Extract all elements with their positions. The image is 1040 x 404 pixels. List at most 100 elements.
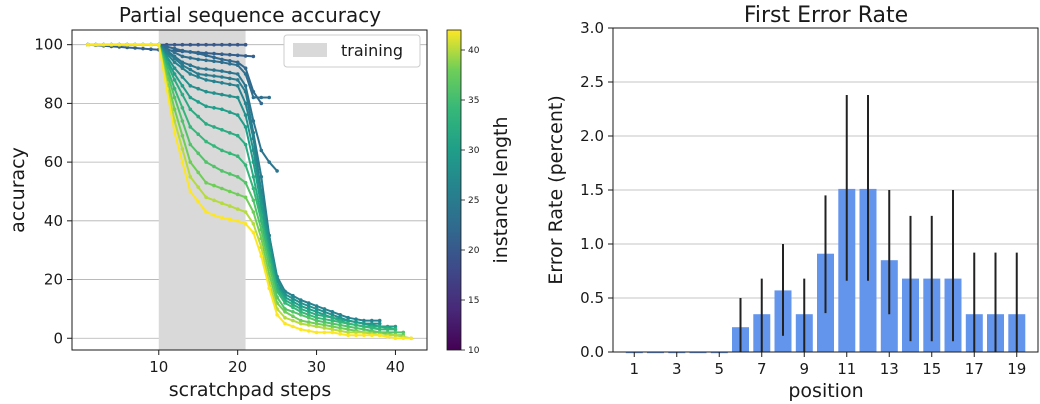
accuracy-point	[314, 330, 319, 335]
accuracy-point	[283, 321, 287, 326]
accuracy-point	[125, 42, 129, 47]
accuracy-point	[243, 113, 248, 117]
accuracy-point	[243, 163, 248, 167]
accuracy-point	[180, 133, 185, 138]
accuracy-point	[330, 321, 335, 326]
accuracy-point	[228, 204, 232, 208]
accuracy-point	[196, 185, 200, 189]
accuracy-point	[196, 132, 200, 136]
accuracy-point	[196, 75, 200, 79]
left-y-axis-label: accuracy	[7, 147, 29, 233]
accuracy-point	[180, 84, 185, 88]
accuracy-point	[259, 219, 264, 223]
right-x-tick-label: 15	[922, 360, 941, 378]
accuracy-point	[172, 50, 177, 55]
accuracy-point	[251, 222, 256, 226]
accuracy-point	[330, 327, 335, 332]
accuracy-point	[196, 199, 200, 204]
accuracy-point	[86, 42, 90, 47]
accuracy-point	[299, 301, 303, 305]
accuracy-point	[251, 175, 256, 179]
accuracy-point	[188, 63, 193, 67]
accuracy-point	[212, 213, 216, 217]
accuracy-point	[228, 42, 232, 47]
accuracy-point	[212, 183, 216, 188]
accuracy-point	[259, 227, 264, 232]
accuracy-point	[204, 139, 208, 144]
accuracy-point	[393, 330, 398, 335]
accuracy-point	[251, 54, 256, 59]
accuracy-point	[235, 219, 240, 223]
accuracy-point	[377, 321, 382, 326]
accuracy-point	[267, 160, 272, 164]
right-y-ticks: 0.0 0.5 1.0 1.5 2.0 2.5 3.0	[580, 19, 613, 361]
accuracy-point	[235, 84, 240, 88]
accuracy-point	[291, 305, 295, 310]
accuracy-point	[251, 136, 256, 141]
accuracy-point	[228, 217, 232, 222]
accuracy-point	[228, 189, 232, 194]
accuracy-point	[220, 57, 224, 62]
right-x-tick-label: 5	[714, 360, 724, 378]
accuracy-point	[314, 321, 319, 326]
accuracy-point	[251, 186, 256, 191]
accuracy-point	[235, 113, 240, 117]
accuracy-point	[275, 169, 279, 173]
accuracy-point	[330, 330, 335, 335]
accuracy-point	[141, 46, 145, 51]
accuracy-point	[204, 67, 208, 71]
error-rate-bar	[647, 352, 664, 354]
left-y-tick-label: 20	[44, 271, 63, 289]
accuracy-point	[267, 95, 272, 100]
accuracy-point	[212, 79, 216, 84]
right-y-tick-label: 1.0	[580, 235, 604, 253]
right-x-tick-label: 1	[629, 360, 639, 378]
accuracy-point	[385, 335, 390, 339]
accuracy-point	[196, 100, 200, 104]
accuracy-point	[228, 94, 232, 98]
accuracy-point	[204, 89, 208, 94]
colorbar-tick-label: 35	[468, 96, 479, 106]
accuracy-point	[377, 327, 382, 332]
accuracy-point	[306, 315, 311, 320]
accuracy-point	[354, 323, 358, 327]
colorbar-tick-label: 40	[468, 46, 480, 56]
left-x-axis-label: scratchpad steps	[169, 379, 332, 401]
accuracy-point	[204, 58, 208, 63]
accuracy-point	[188, 142, 193, 147]
accuracy-point	[235, 133, 240, 138]
accuracy-point	[322, 317, 327, 322]
legend-swatch-training	[293, 43, 327, 57]
left-plot-frame	[71, 29, 428, 351]
first-error-rate-chart: First Error Rate 1 3 5 7 9 11 13 15 17 19 0.00.51…	[545, 3, 1039, 402]
accuracy-point	[259, 175, 264, 179]
accuracy-point	[401, 336, 406, 341]
colorbar-tick-label: 25	[468, 196, 479, 206]
accuracy-point	[243, 125, 248, 129]
accuracy-point	[235, 175, 240, 179]
accuracy-point	[149, 47, 153, 51]
accuracy-point	[196, 51, 200, 56]
accuracy-point	[235, 154, 240, 158]
accuracy-point	[306, 307, 311, 311]
error-rate-bar	[689, 352, 707, 354]
accuracy-point	[299, 307, 303, 311]
accuracy-point	[220, 186, 224, 191]
accuracy-point	[393, 336, 398, 341]
accuracy-point	[204, 53, 208, 58]
accuracy-point	[377, 318, 382, 323]
accuracy-point	[299, 304, 303, 308]
accuracy-point	[251, 230, 256, 235]
accuracy-point	[259, 95, 264, 100]
left-y-tick-label: 40	[44, 212, 63, 230]
accuracy-point	[299, 318, 303, 323]
accuracy-point	[314, 310, 319, 314]
accuracy-point	[196, 86, 200, 91]
accuracy-point	[204, 42, 208, 47]
accuracy-point	[330, 324, 335, 329]
accuracy-point	[196, 114, 200, 119]
accuracy-point	[180, 75, 185, 79]
accuracy-point	[235, 192, 240, 197]
accuracy-point	[220, 201, 224, 205]
accuracy-point	[346, 330, 350, 335]
